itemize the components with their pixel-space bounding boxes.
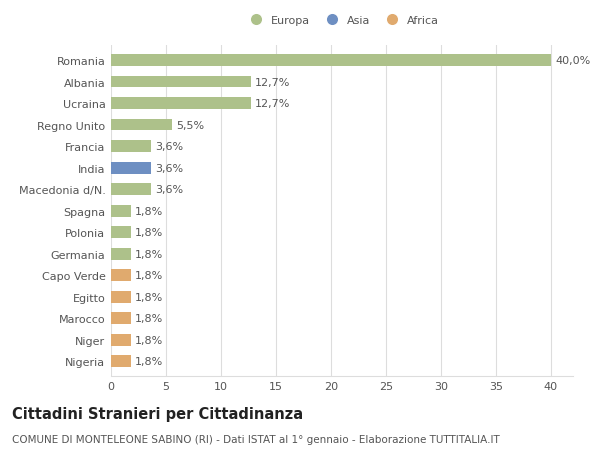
Text: 1,8%: 1,8% bbox=[135, 270, 163, 280]
Bar bbox=[111, 184, 151, 196]
Text: 3,6%: 3,6% bbox=[155, 163, 183, 173]
Text: 1,8%: 1,8% bbox=[135, 249, 163, 259]
Text: 1,8%: 1,8% bbox=[135, 335, 163, 345]
Text: 1,8%: 1,8% bbox=[135, 228, 163, 238]
Bar bbox=[111, 291, 131, 303]
Text: 3,6%: 3,6% bbox=[155, 142, 183, 152]
Legend: Europa, Asia, Africa: Europa, Asia, Africa bbox=[241, 12, 443, 31]
Text: COMUNE DI MONTELEONE SABINO (RI) - Dati ISTAT al 1° gennaio - Elaborazione TUTTI: COMUNE DI MONTELEONE SABINO (RI) - Dati … bbox=[12, 434, 500, 444]
Bar bbox=[111, 227, 131, 239]
Bar bbox=[111, 141, 151, 153]
Text: 1,8%: 1,8% bbox=[135, 292, 163, 302]
Text: 5,5%: 5,5% bbox=[176, 120, 204, 130]
Bar bbox=[111, 313, 131, 325]
Bar bbox=[111, 162, 151, 174]
Text: 1,8%: 1,8% bbox=[135, 313, 163, 324]
Text: 1,8%: 1,8% bbox=[135, 356, 163, 366]
Bar bbox=[111, 248, 131, 260]
Text: 12,7%: 12,7% bbox=[255, 99, 290, 109]
Text: Cittadini Stranieri per Cittadinanza: Cittadini Stranieri per Cittadinanza bbox=[12, 406, 303, 421]
Bar bbox=[111, 77, 251, 88]
Text: 12,7%: 12,7% bbox=[255, 78, 290, 87]
Bar bbox=[111, 98, 251, 110]
Bar bbox=[111, 269, 131, 281]
Bar bbox=[111, 355, 131, 367]
Bar bbox=[111, 55, 551, 67]
Text: 3,6%: 3,6% bbox=[155, 185, 183, 195]
Text: 40,0%: 40,0% bbox=[556, 56, 590, 66]
Bar bbox=[111, 205, 131, 217]
Bar bbox=[111, 334, 131, 346]
Bar bbox=[111, 119, 172, 131]
Text: 1,8%: 1,8% bbox=[135, 206, 163, 216]
